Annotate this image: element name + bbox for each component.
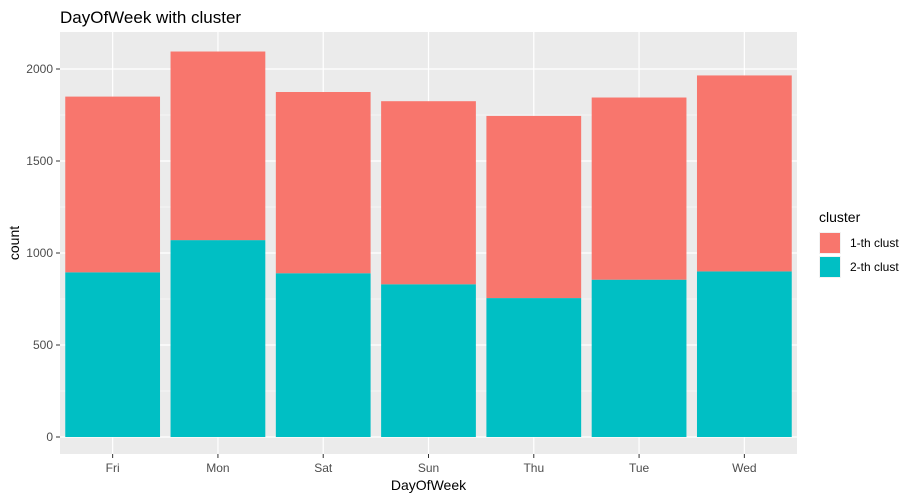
y-axis: 0 500 1000 1500 2000 xyxy=(26,62,60,444)
chart-title: DayOfWeek with cluster xyxy=(60,8,241,27)
bar-wed-2-th-clust xyxy=(696,271,792,437)
legend-swatch xyxy=(820,257,840,277)
legend-title: cluster xyxy=(819,209,861,225)
bar-mon-1-th-clust xyxy=(170,51,266,241)
y-axis-title: count xyxy=(6,226,22,260)
bar-sun-2-th-clust xyxy=(381,284,476,437)
bar-tue-1-th-clust xyxy=(591,97,687,280)
x-tick-label: Thu xyxy=(523,461,544,475)
x-tick-label: Wed xyxy=(732,461,756,475)
x-tick-label: Tue xyxy=(629,461,650,475)
bar-sun-1-th-clust xyxy=(381,101,476,285)
y-tick-label: 1500 xyxy=(26,154,53,168)
bar-wed-1-th-clust xyxy=(696,75,792,272)
bar-fri-2-th-clust xyxy=(65,272,161,437)
x-axis: Fri Mon Sat Sun Thu Tue Wed xyxy=(106,454,757,475)
x-tick-label: Sun xyxy=(418,461,439,475)
bar-sat-2-th-clust xyxy=(275,273,371,437)
legend: cluster 1-th clust 2-th clust xyxy=(819,209,899,278)
bar-fri-1-th-clust xyxy=(65,96,161,273)
y-tick-label: 0 xyxy=(46,430,53,444)
x-tick-label: Sat xyxy=(314,461,333,475)
legend-label: 1-th clust xyxy=(850,236,899,250)
y-tick-label: 500 xyxy=(33,338,53,352)
x-tick-label: Mon xyxy=(206,461,229,475)
x-axis-title: DayOfWeek xyxy=(391,477,467,493)
bar-thu-1-th-clust xyxy=(486,115,582,299)
legend-swatch xyxy=(820,233,840,253)
x-tick-label: Fri xyxy=(106,461,120,475)
bar-sat-1-th-clust xyxy=(275,92,371,274)
bar-mon-2-th-clust xyxy=(170,240,266,437)
bar-thu-2-th-clust xyxy=(486,298,582,437)
legend-label: 2-th clust xyxy=(850,260,899,274)
bars-group xyxy=(65,51,792,437)
y-tick-label: 1000 xyxy=(26,246,53,260)
y-tick-label: 2000 xyxy=(26,62,53,76)
bar-tue-2-th-clust xyxy=(591,279,687,437)
